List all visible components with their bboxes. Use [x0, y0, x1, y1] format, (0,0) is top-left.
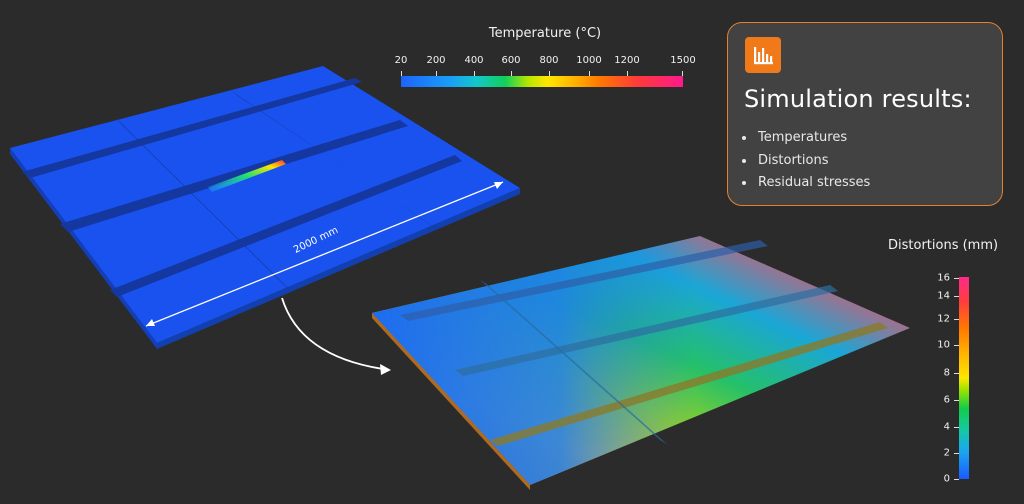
bullet-icon [742, 136, 746, 141]
temperature-tick: 600 [501, 55, 521, 66]
list-item-label: Temperatures [758, 130, 848, 145]
list-item-label: Residual stresses [758, 175, 871, 190]
distortion-tick-mark [954, 427, 959, 428]
distortion-tick: 4 [943, 421, 950, 433]
distortion-tick: 6 [943, 394, 950, 406]
distortion-tick-mark [954, 319, 959, 320]
temperature-tick: 20 [394, 55, 408, 66]
temperature-color-bar [401, 76, 683, 87]
temperature-scale-title: Temperature (°C) [488, 26, 602, 41]
bullet-icon [742, 158, 746, 163]
temperature-tick: 1500 [670, 55, 696, 66]
bullet-icon [742, 181, 746, 186]
temperature-tick: 800 [539, 55, 559, 66]
distortion-tick: 10 [937, 339, 950, 351]
temperature-scale-ticks: 20 200 400 600 800 1000 1200 1500 [395, 55, 696, 69]
temperature-tick: 1200 [614, 55, 640, 66]
temperature-tick: 1000 [576, 55, 602, 66]
results-list: Temperatures Distortions Residual stress… [742, 127, 870, 195]
distortion-plate [372, 236, 910, 490]
distortion-tick-mark [954, 278, 959, 279]
list-item-label: Distortions [758, 152, 829, 168]
distortion-tick: 12 [937, 313, 950, 325]
distortion-color-bar [959, 277, 969, 479]
temperature-tick-mark [549, 71, 550, 77]
temperature-tick-mark [589, 71, 590, 77]
temperature-tick-mark [401, 71, 402, 77]
distortion-tick-mark [954, 296, 959, 297]
results-title: Simulation results: [744, 85, 972, 113]
distortion-tick-mark [954, 453, 959, 454]
temperature-tick-mark [511, 71, 512, 77]
distortion-tick: 16 [937, 272, 950, 284]
temperature-tick-mark [682, 71, 683, 77]
list-item: Temperatures [742, 127, 870, 150]
distortion-tick-mark [954, 373, 959, 374]
distortion-tick: 0 [943, 473, 950, 485]
temperature-tick-mark [436, 71, 437, 77]
list-item: Residual stresses [742, 172, 870, 195]
distortion-tick: 2 [943, 447, 950, 459]
distortion-tick: 14 [937, 290, 950, 302]
temperature-tick: 400 [464, 55, 484, 66]
temperature-plate [10, 66, 520, 349]
temperature-tick-mark [627, 71, 628, 77]
distortion-tick-mark [954, 345, 959, 346]
temperature-tick-mark [474, 71, 475, 77]
list-item: Distortions [742, 150, 870, 173]
distortion-tick-mark [954, 479, 959, 480]
distortion-tick: 8 [943, 367, 950, 379]
bar-chart-icon [745, 37, 781, 73]
distortion-scale-title: Distortions (mm) [888, 238, 999, 253]
temperature-tick: 200 [426, 55, 446, 66]
transition-arrow [281, 297, 391, 375]
simulation-results-panel: Simulation results: Temperatures Distort… [727, 22, 1003, 206]
distortion-tick-mark [954, 400, 959, 401]
